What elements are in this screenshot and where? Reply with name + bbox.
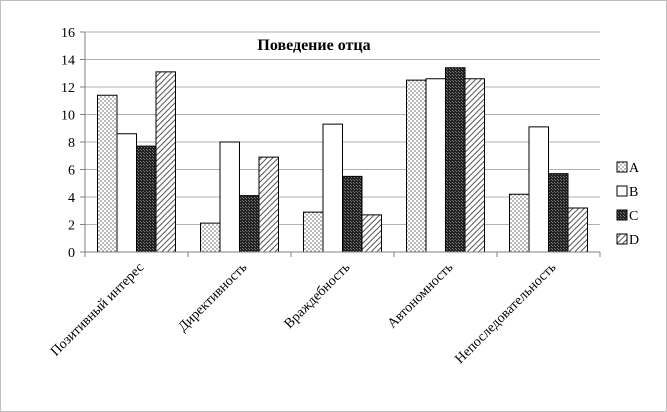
axis-layer bbox=[84, 32, 601, 257]
bar-b bbox=[425, 78, 446, 253]
y-axis-ticks: 0 2 4 6 8 10 12 14 16 bbox=[61, 26, 85, 261]
bar-d bbox=[464, 78, 485, 253]
legend-label-a: A bbox=[629, 161, 640, 176]
bar-b bbox=[322, 123, 343, 253]
bar-d bbox=[361, 214, 382, 253]
bar-c bbox=[136, 145, 157, 253]
bar-c bbox=[342, 175, 363, 253]
bar-a bbox=[303, 211, 324, 253]
bar-d bbox=[155, 71, 176, 253]
y-tick-label: 16 bbox=[61, 26, 75, 41]
y-tick-label: 10 bbox=[61, 109, 75, 124]
bar-d bbox=[258, 156, 279, 253]
bar-b bbox=[219, 141, 240, 253]
bar-a bbox=[509, 193, 530, 253]
y-tick-label: 12 bbox=[61, 81, 75, 96]
legend-swatch-c bbox=[616, 209, 628, 221]
bar-a bbox=[97, 94, 118, 253]
y-tick-label: 14 bbox=[61, 54, 75, 69]
y-tick-label: 6 bbox=[68, 164, 75, 179]
bar-a bbox=[200, 222, 221, 253]
y-tick-label: 2 bbox=[68, 219, 75, 234]
legend-swatch-a bbox=[616, 161, 628, 173]
bar-c bbox=[239, 195, 260, 253]
bar-a bbox=[406, 79, 427, 253]
bar-c bbox=[445, 67, 466, 253]
y-tick-label: 8 bbox=[68, 136, 75, 151]
bar-c bbox=[548, 173, 569, 253]
legend-label-c: C bbox=[629, 209, 638, 224]
bar-b bbox=[528, 126, 549, 253]
legend-label-d: D bbox=[629, 233, 639, 248]
legend-swatch-b bbox=[616, 185, 628, 197]
bar-b bbox=[116, 133, 137, 253]
y-tick-label: 4 bbox=[68, 191, 75, 206]
bar-d bbox=[567, 207, 588, 253]
y-tick-label: 0 bbox=[68, 246, 75, 261]
legend-label-b: B bbox=[629, 185, 638, 200]
legend-swatch-d bbox=[616, 233, 628, 245]
chart-title: Поведение отца bbox=[257, 37, 370, 54]
